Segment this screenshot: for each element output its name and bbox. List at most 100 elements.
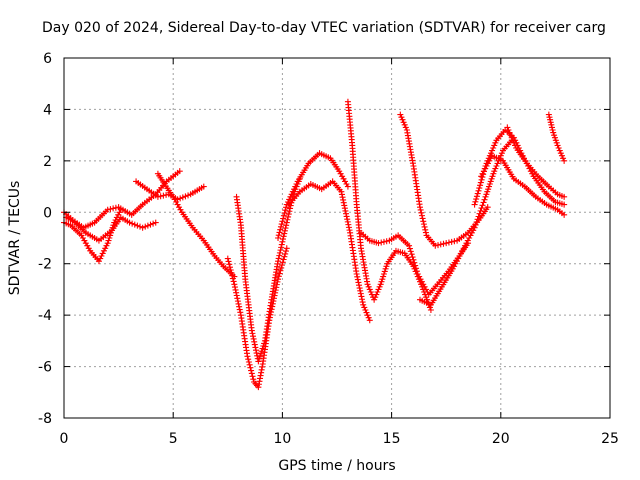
data-point (558, 152, 565, 159)
data-point (104, 240, 111, 247)
data-point (473, 193, 480, 200)
data-point (245, 359, 252, 365)
data-point (554, 142, 561, 149)
data-point (363, 309, 370, 316)
data-point (487, 178, 494, 185)
data-point (237, 309, 244, 316)
data-point (366, 286, 373, 293)
data-point (476, 210, 483, 217)
data-point (479, 170, 486, 177)
data-point (102, 245, 109, 252)
data-point (449, 265, 456, 272)
data-point (253, 350, 260, 357)
data-point (247, 364, 254, 371)
data-point (358, 293, 365, 300)
data-point (423, 294, 430, 301)
data-point (486, 157, 493, 164)
series-track-13 (416, 137, 515, 308)
data-point (360, 301, 367, 308)
data-point (250, 376, 257, 383)
data-point (251, 338, 258, 345)
data-point (362, 307, 369, 313)
data-point (466, 235, 473, 241)
data-point (561, 157, 568, 164)
data-point (422, 229, 429, 236)
data-point (139, 224, 146, 231)
data-point (427, 307, 434, 313)
data-point (418, 278, 425, 285)
data-point (293, 181, 300, 187)
series-track-3 (61, 168, 183, 231)
data-point (176, 168, 183, 175)
data-point (346, 227, 353, 234)
data-point (252, 347, 259, 354)
series-track-17 (545, 111, 568, 164)
data-point (275, 235, 282, 241)
data-point (233, 292, 240, 299)
data-point (418, 209, 425, 216)
data-point (354, 276, 361, 283)
data-point (341, 205, 348, 212)
data-point (417, 276, 424, 283)
data-point (545, 111, 552, 118)
data-point (413, 265, 420, 272)
data-point (552, 137, 559, 144)
data-point (412, 262, 419, 269)
series-track-15 (478, 152, 568, 218)
data-point (451, 263, 458, 270)
data-point (289, 188, 296, 195)
data-point (342, 207, 349, 214)
data-point (278, 264, 285, 271)
y-tick-label: 0 (43, 205, 52, 221)
data-point (279, 218, 286, 225)
data-point (505, 127, 512, 133)
series-track-12 (397, 111, 491, 249)
data-point (379, 276, 386, 283)
data-point (457, 250, 464, 257)
data-point (417, 206, 424, 213)
series-track-11 (358, 229, 472, 298)
data-point (229, 272, 236, 279)
data-point (345, 224, 352, 231)
data-point (407, 248, 414, 255)
data-point (339, 194, 346, 201)
data-point (343, 210, 350, 217)
data-point (338, 191, 345, 198)
data-point (418, 212, 425, 219)
data-point (359, 296, 366, 303)
data-point (492, 165, 499, 172)
data-point (420, 281, 427, 288)
data-point (249, 373, 256, 380)
data-point (338, 188, 345, 195)
data-point (382, 265, 389, 272)
data-point (282, 225, 289, 232)
data-point (232, 286, 239, 293)
x-tick-label: 0 (60, 431, 69, 447)
data-point (280, 212, 287, 219)
data-point (353, 271, 360, 277)
data-point (344, 218, 351, 225)
data-point (356, 285, 363, 292)
data-point (281, 230, 288, 237)
data-point (483, 191, 490, 198)
data-point (248, 370, 255, 377)
data-point (228, 269, 235, 276)
data-point (477, 207, 484, 214)
data-point (547, 116, 554, 123)
data-point (279, 238, 286, 245)
data-point (341, 202, 348, 209)
data-point (416, 273, 423, 280)
data-point (282, 250, 289, 257)
x-tick-label: 20 (492, 431, 510, 447)
data-point (126, 219, 133, 226)
data-point (283, 245, 290, 252)
data-point (483, 163, 490, 169)
series-line (288, 180, 371, 321)
series-track-7 (233, 175, 303, 365)
series-track-2 (63, 214, 159, 244)
data-point (277, 226, 284, 233)
data-point (97, 255, 104, 262)
data-point (280, 256, 287, 263)
data-point (131, 221, 138, 228)
data-point (344, 183, 351, 190)
